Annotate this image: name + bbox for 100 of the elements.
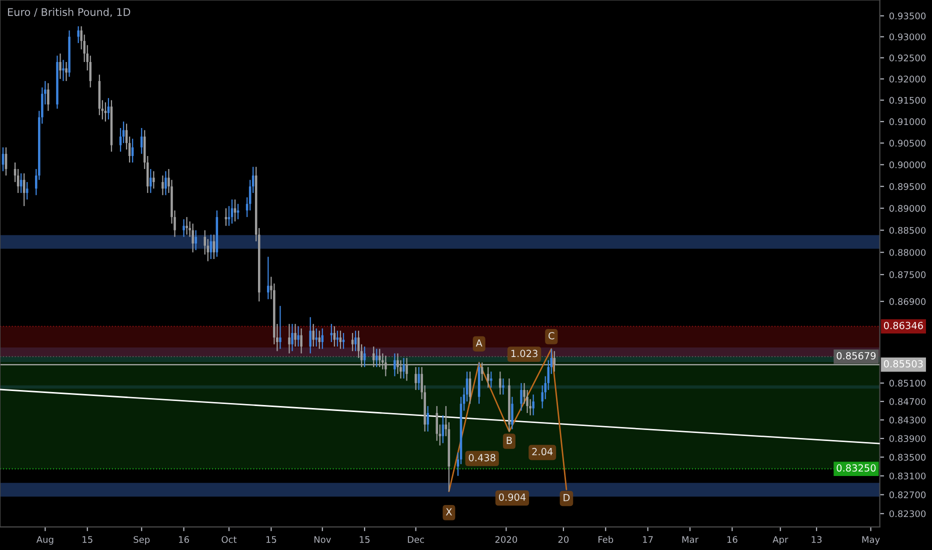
annotation: 1.023 xyxy=(511,350,538,358)
candlestick xyxy=(140,127,143,154)
candlestick xyxy=(182,218,185,238)
y-tick-label: 0.83900 xyxy=(889,435,926,442)
candlestick xyxy=(333,326,336,348)
y-tick-label: 0.83100 xyxy=(889,472,926,480)
x-tick-label: Feb xyxy=(598,536,614,543)
x-tick-label: 2020 xyxy=(495,536,518,543)
candlestick xyxy=(384,355,387,377)
candlestick xyxy=(406,357,408,382)
candlestick xyxy=(294,323,296,348)
x-tick-label: Dec xyxy=(408,536,424,543)
candlestick xyxy=(520,382,522,412)
x-tick-label: Nov xyxy=(314,536,331,543)
candlestick xyxy=(418,366,420,391)
x-tick-label: Mar xyxy=(682,536,699,543)
candlestick xyxy=(511,396,514,430)
text: Euro / British Pound, 1D xyxy=(8,8,130,18)
candlestick xyxy=(376,348,378,368)
ref-line-label: 0.83250 xyxy=(836,464,876,472)
x-tick-label: May xyxy=(862,536,880,545)
candlestick xyxy=(279,305,282,350)
x-tick-label: Oct xyxy=(222,536,237,543)
x-tick-label: 15 xyxy=(360,536,370,543)
x-tick-label: Sep xyxy=(134,536,150,545)
x-tick-label: Apr xyxy=(772,536,788,545)
candlestick xyxy=(65,61,68,82)
candlestick xyxy=(267,256,270,300)
candlestick xyxy=(62,59,64,82)
y-tick-label: 0.82300 xyxy=(889,510,926,518)
candlestick xyxy=(486,366,490,388)
candlestick xyxy=(26,181,28,200)
y-tick-label: 0.88500 xyxy=(889,226,926,234)
candlestick xyxy=(499,371,502,396)
candlestick xyxy=(414,366,417,391)
candlestick xyxy=(502,378,504,396)
candlestick xyxy=(312,323,314,348)
ref-line-label: 0.85679 xyxy=(836,352,876,360)
candlestick xyxy=(480,362,484,382)
y-tick-label: 0.93000 xyxy=(889,33,926,40)
candlestick xyxy=(107,97,110,120)
candlestick xyxy=(426,406,429,432)
candlestick xyxy=(396,352,399,374)
candlestick xyxy=(59,53,62,80)
y-tick-label: 0.92000 xyxy=(889,76,926,82)
candlestick xyxy=(315,328,318,348)
y-tick-label: 0.85100 xyxy=(889,380,926,387)
annotation: 0.904 xyxy=(498,493,526,501)
annotation: A xyxy=(476,339,482,347)
y-tick-label: 0.82700 xyxy=(889,491,926,498)
candlestick xyxy=(309,316,312,354)
annotation: C xyxy=(548,332,554,340)
x-tick-label: 17 xyxy=(643,536,653,543)
candlestick xyxy=(47,82,50,112)
y-tick-label: 0.92500 xyxy=(889,54,926,62)
candlestick xyxy=(378,348,381,368)
y-tick-label: 0.88000 xyxy=(889,249,926,256)
candlestick xyxy=(186,216,188,236)
candlestick xyxy=(162,174,164,196)
y-tick-label: 0.86900 xyxy=(889,298,926,305)
y-tick-label: 0.93500 xyxy=(889,12,926,20)
candlestick xyxy=(288,323,290,354)
candlestick xyxy=(394,352,396,377)
candlestick xyxy=(152,170,155,190)
candlestick xyxy=(354,330,357,352)
y-tick-label: 0.87500 xyxy=(889,271,926,278)
candlestick xyxy=(291,323,294,352)
candlestick xyxy=(300,328,302,354)
candlestick xyxy=(192,223,194,253)
annotation: B xyxy=(506,436,512,444)
y-tick-label: 0.89000 xyxy=(889,204,926,212)
ref-line-label: 0.86346 xyxy=(884,322,923,330)
annotation: 0.438 xyxy=(468,454,496,462)
y-tick-label: 0.83500 xyxy=(889,454,926,461)
y-tick-label: 0.90000 xyxy=(889,161,926,168)
candlestick xyxy=(402,357,405,380)
candlestick xyxy=(164,170,167,196)
candlestick xyxy=(194,230,197,251)
y-tick-label: 0.84300 xyxy=(889,416,926,424)
candlestick xyxy=(553,350,556,372)
annotation: D xyxy=(564,494,570,502)
x-tick-label: 13 xyxy=(812,536,822,543)
x-tick-label: Aug xyxy=(36,536,54,545)
x-tick-label: 20 xyxy=(558,536,569,543)
candlestick xyxy=(77,26,80,44)
y-tick-label: 0.91500 xyxy=(889,96,926,104)
annotation: 2.04 xyxy=(532,448,553,456)
y-tick-label: 0.91000 xyxy=(889,118,926,126)
candlestick xyxy=(150,168,152,194)
x-tick-label: 15 xyxy=(266,536,276,543)
y-tick-label: 0.90500 xyxy=(889,140,926,147)
candlestick xyxy=(321,328,324,350)
candlestick xyxy=(297,326,300,348)
annotation: X xyxy=(446,508,452,516)
x-tick-label: 16 xyxy=(179,536,189,543)
x-tick-label: 15 xyxy=(82,536,92,543)
ref-line-label: 0.85503 xyxy=(884,360,923,368)
candlestick xyxy=(532,394,534,416)
y-tick-label: 0.89500 xyxy=(889,183,926,190)
y-tick-label: 0.84700 xyxy=(889,398,926,406)
